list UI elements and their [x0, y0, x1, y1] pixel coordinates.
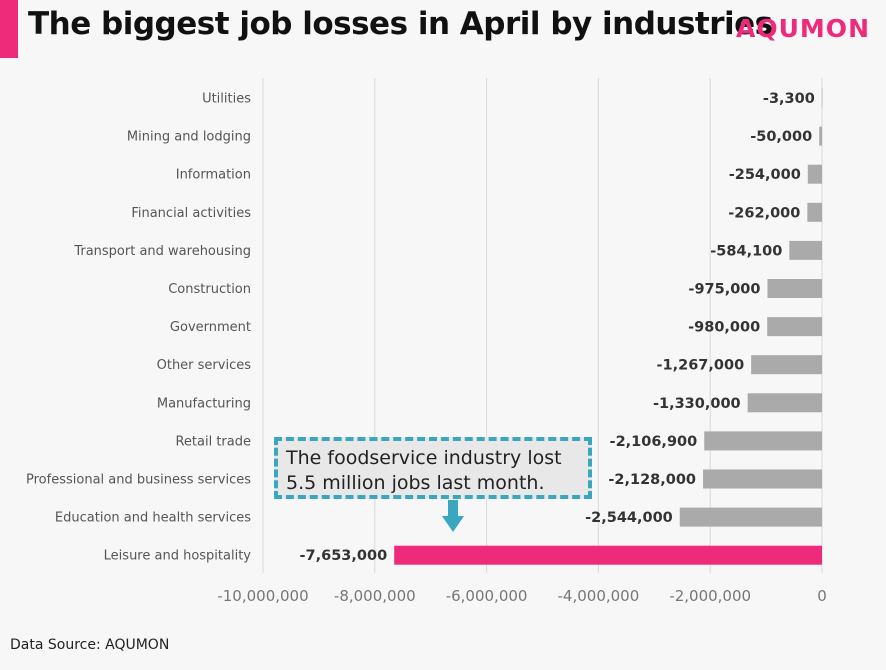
title-accent-bar — [0, 0, 18, 58]
bar — [807, 202, 822, 222]
annotation-line-2: 5.5 million jobs last month. — [286, 472, 545, 494]
x-tick-label: -8,000,000 — [334, 587, 416, 605]
annotation-callout: The foodservice industry lost 5.5 millio… — [274, 437, 592, 499]
x-tick-label: -4,000,000 — [558, 587, 640, 605]
annotation-line-1: The foodservice industry lost — [286, 447, 562, 469]
category-label: Other services — [157, 358, 252, 373]
category-label: Transport and warehousing — [73, 244, 251, 259]
category-label: Education and health services — [55, 511, 251, 526]
x-tick-label: -6,000,000 — [446, 587, 528, 605]
data-label: -50,000 — [750, 129, 812, 145]
category-label: Information — [176, 168, 251, 183]
bar — [807, 164, 822, 184]
category-label: Government — [170, 320, 251, 335]
category-label: Manufacturing — [157, 396, 251, 411]
data-source: Data Source: AQUMON — [10, 637, 170, 653]
bar — [767, 317, 822, 337]
data-label: -262,000 — [728, 205, 800, 221]
data-label: -254,000 — [729, 167, 801, 183]
category-label: Retail trade — [175, 434, 251, 449]
data-label: -2,544,000 — [585, 510, 673, 526]
data-label: -1,267,000 — [657, 358, 745, 374]
bar — [789, 240, 822, 260]
bar — [767, 279, 822, 298]
callout-arrow-head — [442, 516, 464, 532]
category-label: Mining and lodging — [127, 130, 251, 145]
data-label: -975,000 — [688, 282, 760, 298]
bar — [821, 88, 823, 108]
bar — [704, 431, 822, 451]
data-label: -2,106,900 — [610, 434, 698, 450]
brand-logo: AQUMON — [736, 14, 870, 43]
category-label: Utilities — [202, 92, 251, 107]
data-label: -980,000 — [688, 320, 760, 336]
data-label: -584,100 — [710, 243, 782, 259]
category-label: Professional and business services — [26, 473, 251, 488]
bar — [679, 507, 822, 527]
data-label: -1,330,000 — [653, 396, 741, 412]
category-label: Construction — [168, 282, 251, 297]
category-label: Leisure and hospitality — [104, 549, 252, 564]
x-tick-label: -2,000,000 — [669, 587, 751, 605]
page-title: The biggest job losses in April by indus… — [28, 6, 773, 42]
data-label: -3,300 — [763, 91, 815, 107]
callout-arrow-shaft — [448, 500, 458, 517]
bar — [703, 469, 822, 489]
x-tick-label: -10,000,000 — [217, 587, 308, 605]
data-label: -7,653,000 — [300, 548, 388, 564]
x-tick-label: 0 — [817, 587, 827, 605]
bar — [751, 355, 822, 375]
bar — [394, 545, 822, 565]
category-label: Financial activities — [131, 206, 251, 221]
data-label: -2,128,000 — [608, 472, 696, 488]
bar — [747, 393, 822, 413]
bar — [819, 126, 822, 146]
